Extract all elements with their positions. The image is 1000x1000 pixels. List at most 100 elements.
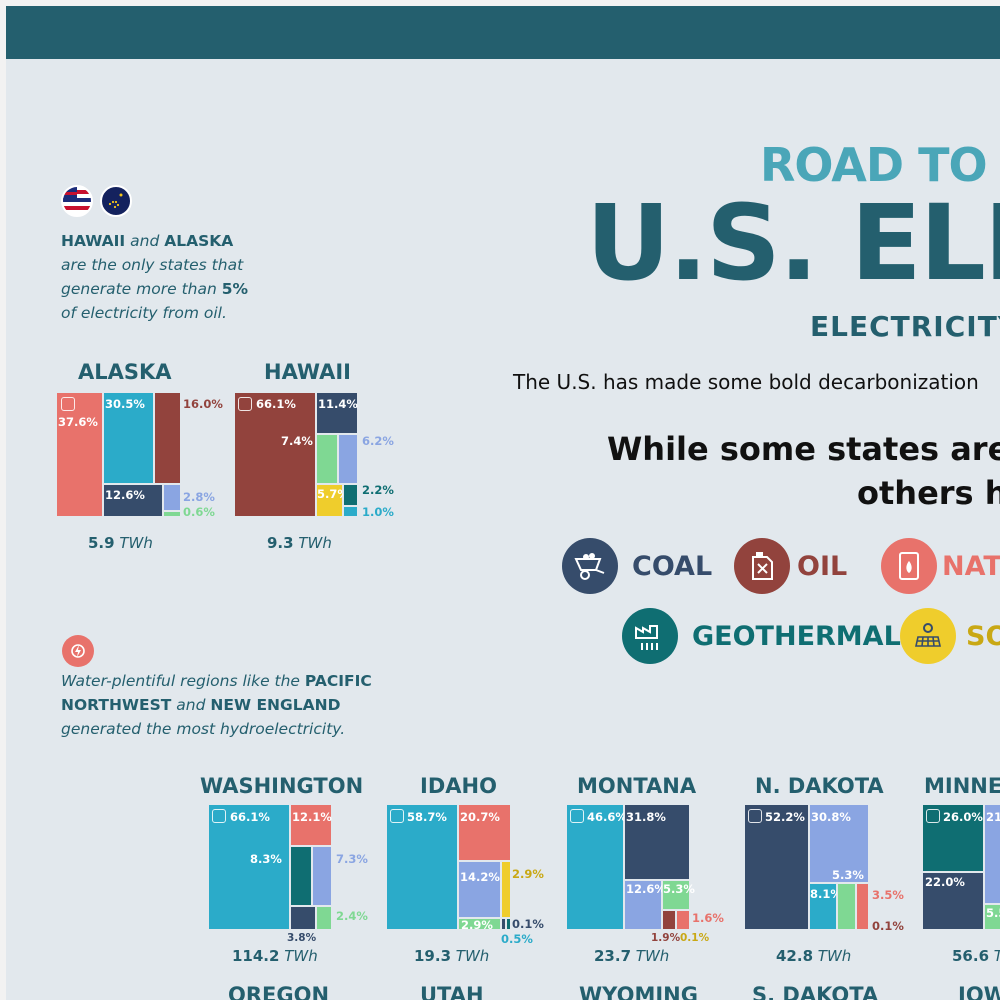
hawaii-flag-icon <box>61 185 93 217</box>
block-coal <box>316 392 358 434</box>
block-biomass <box>316 906 332 930</box>
pct-label: 0.1% <box>872 919 904 933</box>
block-hydro <box>103 392 154 484</box>
total-idaho: 19.3 TWh <box>414 947 489 965</box>
unit-label: TWh <box>298 534 332 552</box>
block-coal <box>744 804 809 930</box>
state-name-alaska: ALASKA <box>78 360 172 384</box>
pct-label: 66.1% <box>230 810 270 824</box>
block-biomass <box>662 880 690 910</box>
unit-label: TWh <box>284 947 318 965</box>
kicker-title: ROAD TO DE <box>760 138 1000 192</box>
state-name-n-dakota: N. DAKOTA <box>755 774 884 798</box>
unit-label: TWh <box>455 947 490 965</box>
state-name-washington: WASHINGTON <box>200 774 364 798</box>
headline-line-2: others ha <box>857 474 1000 512</box>
block-wind <box>624 880 662 930</box>
block-wind <box>984 804 1000 904</box>
unit-label: TWh <box>994 947 1000 965</box>
pct-label: 2.8% <box>183 490 215 504</box>
main-title: U.S. ELEC <box>586 182 1000 304</box>
gas-barrel-icon <box>61 397 75 411</box>
nuclear-icon <box>926 809 940 823</box>
block-oil <box>662 910 676 930</box>
pct-label: 0.1% <box>680 932 710 944</box>
oil-note: HAWAII and ALASKA are the only states th… <box>61 229 251 325</box>
state-name-s-dakota: S. DAKOTA <box>752 983 879 1000</box>
pct-label: 22.0% <box>925 875 965 889</box>
block-geothermal <box>922 804 984 872</box>
pct-label: 20.7% <box>460 810 500 824</box>
pct-label: 6.2% <box>362 434 394 448</box>
block-geothermal <box>506 918 511 930</box>
pct-label: 37.6% <box>58 415 98 429</box>
block-biomass <box>837 883 856 930</box>
unit-label: TWh <box>635 947 670 965</box>
legend-label-geothermal: GEOTHERMAL <box>692 621 901 652</box>
pct-label: 16.0% <box>183 397 223 411</box>
block-coal <box>922 872 984 930</box>
state-name-hawaii: HAWAII <box>264 360 351 384</box>
pct-label: 0.1% <box>512 917 544 931</box>
block-gas <box>56 392 103 517</box>
note-and: and <box>176 696 206 714</box>
wheelbarrow-coal-icon <box>748 809 762 823</box>
gas-barrel-icon <box>881 538 937 594</box>
pct-label: 7.4% <box>281 434 313 448</box>
pct-label: 66.1% <box>256 397 296 411</box>
pct-label: 12.6% <box>105 488 145 502</box>
state-name-oregon: OREGON <box>228 983 330 1000</box>
note-and: and <box>130 232 160 250</box>
block-solar <box>501 861 511 918</box>
block-coal <box>103 484 163 517</box>
block-hydro <box>208 804 290 930</box>
pct-label: 5.3% <box>832 868 864 882</box>
state-name-idaho: IDAHO <box>420 774 497 798</box>
note-alaska: ALASKA <box>164 232 234 250</box>
pct-label: 8.1% <box>810 887 842 901</box>
block-wind <box>458 861 501 918</box>
block-gas <box>856 883 869 930</box>
total-value: 42.8 <box>776 947 814 965</box>
pct-label: 12.6% <box>626 882 666 896</box>
state-name-iowa: IOW <box>958 983 1000 1000</box>
note-region-1: PACIFIC NORTHWEST <box>61 672 372 714</box>
total-washington: 114.2 TWh <box>232 947 318 965</box>
block-biomass <box>163 511 181 517</box>
solar-panel-icon <box>900 608 956 664</box>
block-oil <box>234 392 316 517</box>
note-text-2: generated the most hydroelectricity. <box>61 720 346 738</box>
block-hydro <box>343 506 358 517</box>
pct-label: 30.8% <box>811 810 851 824</box>
state-name-wyoming: WYOMING <box>579 983 698 1000</box>
pct-label: 2.4% <box>336 909 368 923</box>
total-value: 23.7 <box>594 947 632 965</box>
pct-label: 2.9% <box>512 867 544 881</box>
state-name-utah: UTAH <box>420 983 484 1000</box>
pct-label: 0.6% <box>183 505 215 519</box>
oil-canister-icon <box>238 397 252 411</box>
top-banner <box>6 6 1000 59</box>
alaska-flag-icon <box>100 185 132 217</box>
pct-label: 5.7% <box>317 487 349 501</box>
oil-canister-icon <box>734 538 790 594</box>
headline-line-1: While some states are ge <box>607 430 1000 468</box>
block-hydro <box>809 883 837 930</box>
total-montana: 23.7 TWh <box>594 947 669 965</box>
note-text-1: are the only states that generate more t… <box>61 256 244 298</box>
note-text-2: of electricity from oil. <box>61 304 227 322</box>
block-coal <box>501 918 506 930</box>
pct-label: 2.9% <box>461 918 493 932</box>
block-wind <box>312 846 332 906</box>
block-gas <box>290 804 332 846</box>
pct-label: 52.2% <box>765 810 805 824</box>
block-geothermal <box>290 846 312 906</box>
pct-label: 11.4% <box>318 397 358 411</box>
block-biomass <box>984 904 1000 930</box>
block-biomass <box>458 918 501 930</box>
total-minnesota: 56.6 TWh <box>952 947 1000 965</box>
pct-label: 31.8% <box>626 810 666 824</box>
pct-label: 46.6% <box>587 810 627 824</box>
geothermal-plant-icon <box>622 608 678 664</box>
total-n-dakota: 42.8 TWh <box>776 947 851 965</box>
